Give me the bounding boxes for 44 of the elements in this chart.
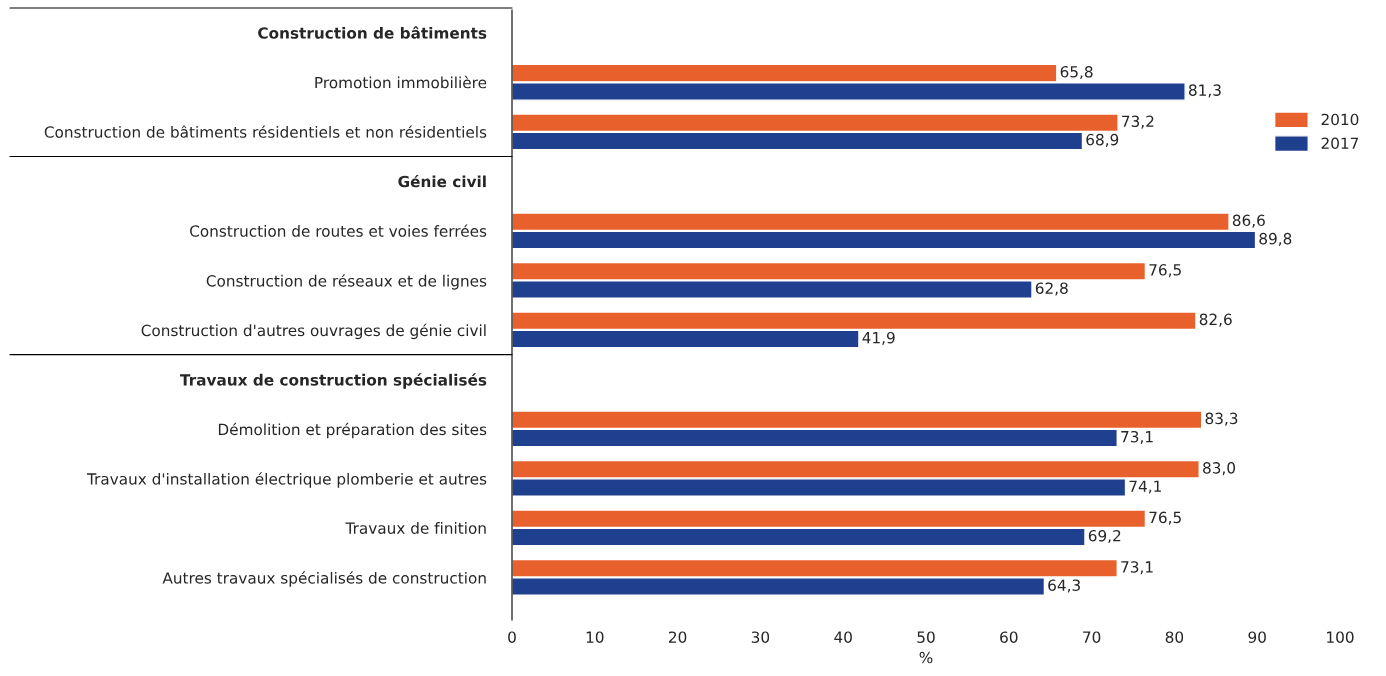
y-tick-label: Travaux d'installation électrique plomberie et autres xyxy=(86,472,487,488)
x-tick-label: 90 xyxy=(1248,631,1266,643)
data-label: 76,5 xyxy=(1149,511,1181,525)
y-tick-label: Travaux de construction spécialisés xyxy=(180,373,487,389)
y-tick-label: Démolition et préparation des sites xyxy=(218,422,487,439)
data-label: 65,8 xyxy=(1060,66,1093,80)
y-tick-label: Construction de bâtiments xyxy=(258,26,487,39)
y-tick-label: Autres travaux spécialisés de construction xyxy=(162,571,486,587)
y-tick-label: Promotion immobilière xyxy=(315,75,487,89)
x-tick-label: 40 xyxy=(834,631,852,643)
data-label: 89,8 xyxy=(1259,232,1292,246)
data-label: 83,3 xyxy=(1205,412,1238,426)
data-label: 82,6 xyxy=(1199,313,1232,327)
x-tick-label: 100 xyxy=(1327,631,1354,643)
y-tick-label: Génie civil xyxy=(398,174,486,188)
data-label: 76,5 xyxy=(1149,264,1181,278)
x-tick-label: 30 xyxy=(751,631,770,643)
data-label: 41,9 xyxy=(862,331,895,346)
data-label: 73,1 xyxy=(1121,430,1153,445)
data-label: 83,0 xyxy=(1203,462,1236,476)
legend-label: 2010 xyxy=(1321,113,1359,126)
y-tick-label: Construction d'autres ouvrages de génie civil xyxy=(141,323,486,340)
data-label: 73,1 xyxy=(1121,561,1153,575)
x-tick-label: 80 xyxy=(1165,631,1184,643)
x-tick-label: 60 xyxy=(1000,631,1018,643)
y-tick-label: Construction de routes et voies ferrées xyxy=(190,224,487,237)
data-label: 73,2 xyxy=(1122,115,1154,129)
x-tick-label: 0 xyxy=(508,631,516,643)
data-label: 69,2 xyxy=(1088,529,1121,544)
data-label: 81,3 xyxy=(1188,84,1221,98)
data-label: 62,8 xyxy=(1035,282,1068,296)
y-tick-label: Travaux de finition xyxy=(345,522,486,534)
x-tick-label: 10 xyxy=(586,631,604,643)
data-label: 64,3 xyxy=(1048,579,1080,593)
x-tick-label: 20 xyxy=(669,631,687,643)
x-tick-label: 50 xyxy=(917,631,935,643)
legend-label: 2017 xyxy=(1321,137,1359,150)
data-label: 86,6 xyxy=(1232,214,1265,228)
data-label: 68,9 xyxy=(1086,133,1119,147)
y-tick-label: Construction de bâtiments résidentiels et non résidentiels xyxy=(44,125,487,138)
x-tick-label: 70 xyxy=(1083,631,1101,643)
y-tick-label: Construction de réseaux et de lignes xyxy=(206,274,487,290)
data-label: 74,1 xyxy=(1129,480,1161,494)
x-axis-title: % xyxy=(919,651,933,664)
